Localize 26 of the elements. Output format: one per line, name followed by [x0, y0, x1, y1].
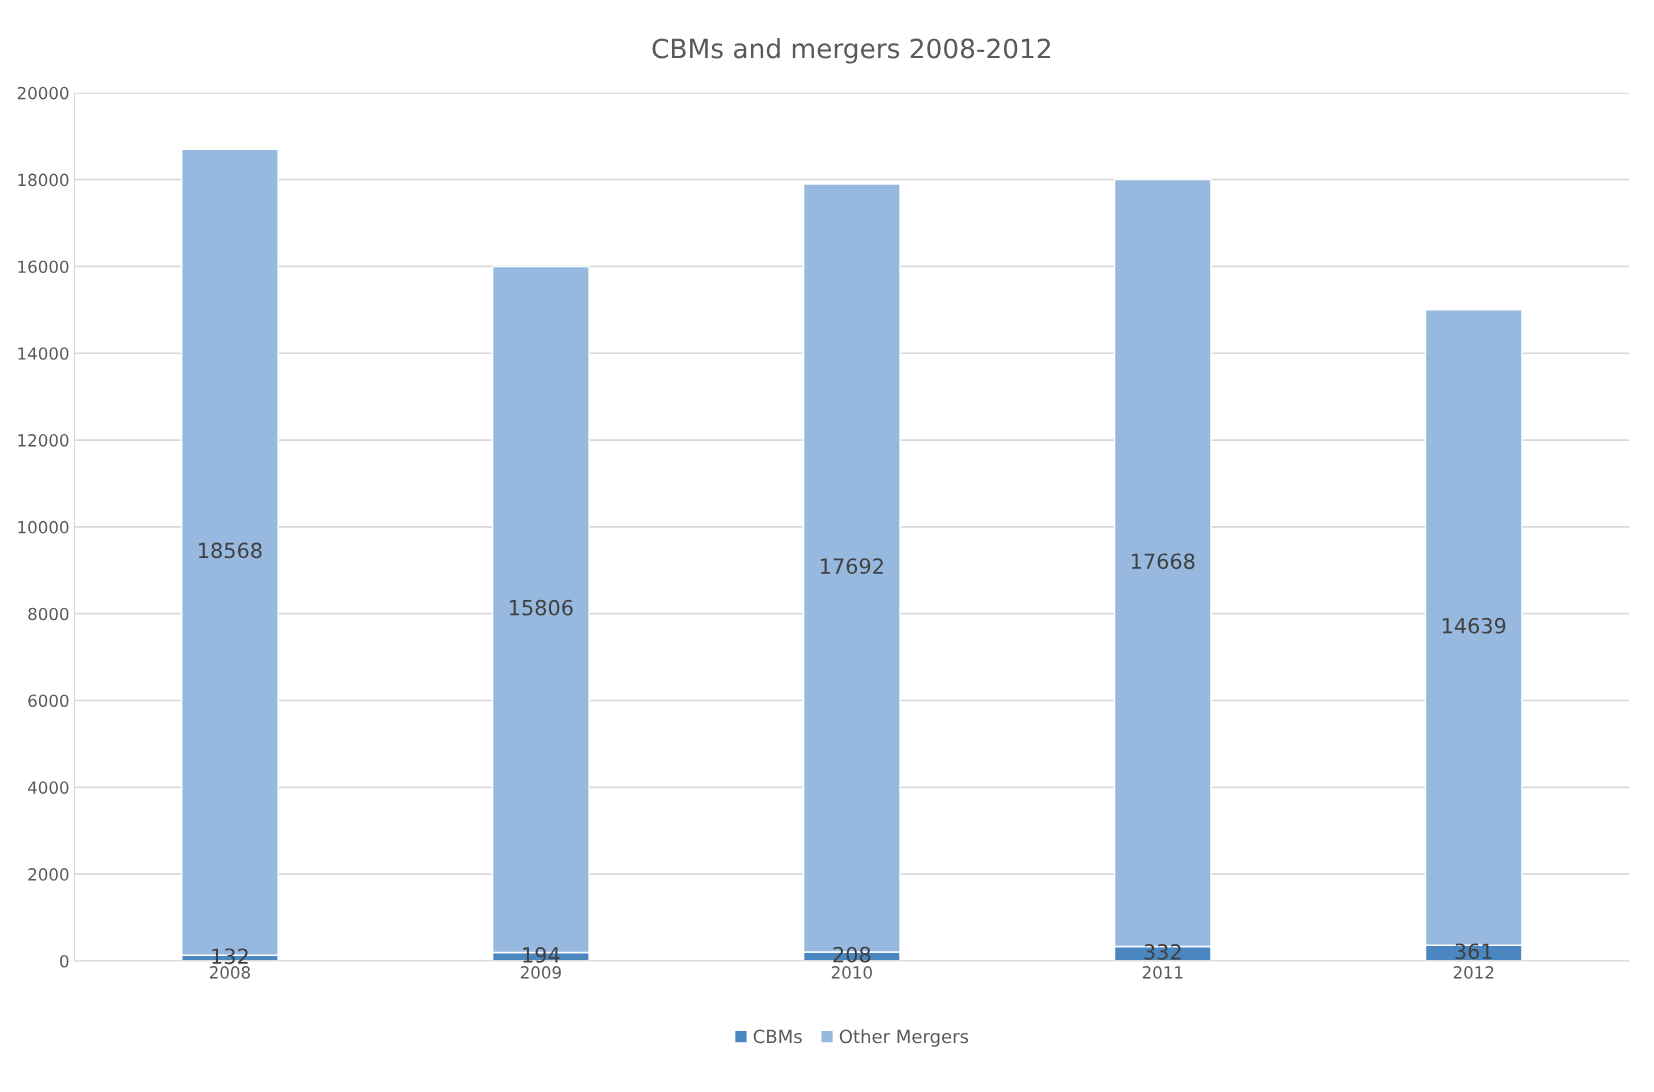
data-label: 332: [1144, 944, 1181, 960]
data-label: 361: [1455, 943, 1492, 960]
x-tick-label: 2008: [209, 966, 250, 979]
data-label: 15806: [510, 599, 573, 616]
y-tick-label: 4000: [27, 781, 69, 794]
legend-label: CBMs: [753, 1029, 802, 1044]
y-tick-label: 18000: [18, 173, 69, 187]
data-label: 18568: [199, 542, 262, 559]
x-tick-label: 2009: [520, 966, 561, 979]
data-label: 14639: [1442, 617, 1506, 634]
y-tick-label: 6000: [28, 694, 69, 708]
y-tick-label: 20000: [17, 86, 69, 100]
x-tick-label: 2011: [1142, 966, 1183, 979]
y-tick-label: 0: [60, 954, 69, 968]
chart-title: CBMs and mergers 2008-2012: [652, 38, 1050, 64]
y-tick-label: 2000: [28, 868, 69, 881]
x-tick-label: 2010: [831, 966, 872, 979]
legend-label: Other Mergers: [839, 1029, 969, 1047]
y-tick-label: 14000: [18, 347, 69, 360]
x-tick-label: 2012: [1453, 966, 1494, 979]
y-tick-label: 10000: [18, 520, 69, 534]
y-tick-label: 16000: [18, 260, 69, 274]
y-tick-label: 12000: [18, 434, 69, 447]
data-label: 17668: [1131, 553, 1195, 570]
y-tick-label: 8000: [28, 607, 69, 621]
data-label: 17692: [820, 558, 883, 574]
